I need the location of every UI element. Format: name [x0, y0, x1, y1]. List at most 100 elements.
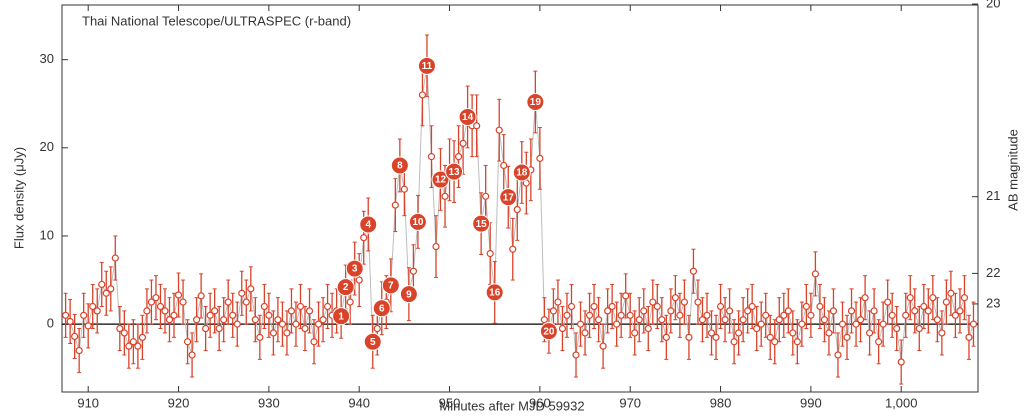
- data-point: [134, 342, 142, 350]
- data-point: [762, 311, 770, 319]
- data-point: [653, 302, 661, 311]
- data-point: [933, 316, 941, 324]
- data-point: [274, 316, 282, 324]
- data-point: [852, 320, 860, 328]
- data-point: [66, 317, 74, 326]
- data-point: [884, 298, 892, 306]
- data-point: [441, 192, 449, 200]
- data-point: [735, 329, 743, 337]
- data-point: [793, 338, 801, 346]
- data-point: [667, 307, 675, 315]
- data-point: [757, 320, 765, 328]
- data-point: [93, 307, 101, 315]
- data-point: [107, 285, 115, 293]
- data-point: [256, 333, 264, 341]
- data-point: [183, 338, 192, 346]
- data-point: [721, 316, 729, 324]
- data-point: [278, 320, 287, 328]
- data-point: [400, 185, 408, 193]
- data-point: [179, 298, 187, 306]
- data-point: [116, 324, 124, 333]
- data-point: [192, 316, 201, 324]
- data-point: [671, 294, 679, 302]
- data-point: [409, 267, 418, 275]
- data-point: [75, 346, 83, 355]
- data-point: [536, 154, 544, 162]
- y2-tick-label: 20: [986, 0, 1000, 10]
- data-point: [576, 320, 585, 328]
- data-point: [960, 294, 969, 302]
- data-point: [581, 329, 589, 337]
- data-point: [613, 320, 621, 328]
- data-point: [915, 324, 923, 333]
- data-point: [748, 302, 756, 311]
- annotation-marker: [499, 188, 518, 207]
- x-tick-label: 1,000: [885, 395, 918, 410]
- data-point: [784, 307, 792, 315]
- annotation-marker: [539, 322, 558, 341]
- data-point: [454, 153, 463, 161]
- annotation-label: 18: [516, 168, 528, 179]
- data-point: [865, 329, 874, 337]
- data-point: [739, 316, 747, 324]
- data-point: [875, 338, 883, 346]
- data-point: [418, 91, 427, 99]
- data-point: [802, 302, 810, 311]
- data-point: [942, 298, 950, 306]
- x-tick-label: 970: [619, 395, 641, 410]
- data-point: [725, 307, 734, 315]
- data-point: [829, 307, 838, 315]
- data-point: [265, 311, 273, 319]
- data-point: [807, 311, 815, 319]
- annotation-label: 10: [412, 217, 424, 228]
- data-point: [563, 311, 571, 319]
- data-point: [716, 302, 725, 311]
- annotation-marker: [485, 283, 504, 302]
- data-point: [694, 298, 702, 306]
- data-point: [689, 267, 698, 275]
- data-point: [80, 311, 88, 319]
- data-point: [138, 333, 146, 341]
- data-point: [346, 298, 354, 306]
- data-point: [238, 289, 246, 297]
- data-point: [698, 316, 707, 324]
- data-point: [292, 320, 300, 328]
- data-point: [233, 320, 241, 328]
- plot-frame: [61, 4, 979, 393]
- data-point: [956, 307, 964, 315]
- data-point: [509, 245, 517, 253]
- annotation-label: 3: [352, 264, 358, 275]
- data-point: [269, 329, 277, 337]
- annotation-label: 13: [448, 167, 460, 178]
- data-point: [143, 307, 151, 315]
- data-point: [513, 205, 521, 214]
- annotation-marker: [372, 299, 391, 318]
- data-point: [247, 285, 255, 293]
- annotation-label: 4: [365, 220, 371, 231]
- data-point: [594, 316, 603, 324]
- x-tick-label: 910: [77, 395, 99, 410]
- data-point: [373, 324, 381, 333]
- annotation-label: 7: [388, 280, 394, 291]
- data-point: [188, 351, 196, 359]
- data-point: [558, 324, 567, 333]
- data-point: [635, 316, 643, 324]
- annotation-label: 20: [543, 326, 555, 337]
- x-tick-label: 920: [168, 395, 190, 410]
- y2-tick-label: 22: [986, 265, 1000, 280]
- y-tick-label: 0: [47, 316, 54, 331]
- data-point: [391, 201, 399, 209]
- data-point: [753, 324, 761, 333]
- data-point: [89, 302, 97, 311]
- data-point: [215, 324, 223, 333]
- annotation-marker: [363, 332, 382, 351]
- y-tick-label: 20: [40, 139, 54, 154]
- annotation-marker: [445, 162, 464, 181]
- data-point: [206, 311, 214, 319]
- data-point: [843, 333, 851, 341]
- data-point: [170, 311, 178, 319]
- annotation-marker: [431, 170, 450, 189]
- data-point: [707, 329, 716, 337]
- data-point: [355, 276, 363, 284]
